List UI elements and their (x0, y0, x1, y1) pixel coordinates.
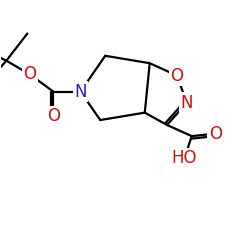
Text: O: O (209, 125, 222, 143)
Text: O: O (47, 107, 60, 125)
Text: N: N (180, 94, 193, 112)
Text: N: N (74, 82, 87, 100)
Text: O: O (23, 65, 36, 83)
Text: HO: HO (172, 149, 197, 168)
Text: O: O (170, 66, 183, 84)
